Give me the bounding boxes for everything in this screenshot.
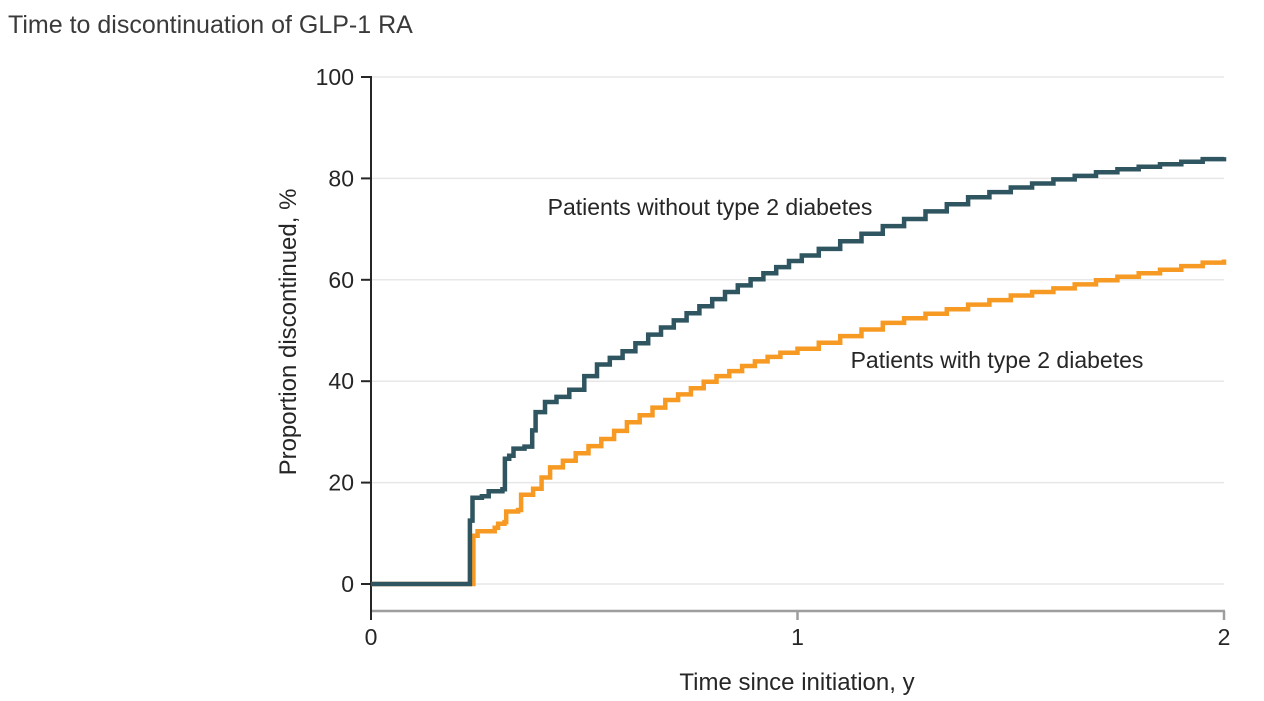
curve-patients-without-type-2-diabetes (371, 156, 1227, 587)
x-axis-title: Time since initiation, y (679, 669, 914, 696)
y-tick-label: 100 (316, 64, 354, 90)
tick-labels: 0 20 40 60 80 100 0 1 2 (316, 64, 1231, 650)
y-tick-label: 20 (328, 470, 354, 496)
y-tick-label: 40 (328, 368, 354, 394)
curves (371, 156, 1227, 587)
y-tick-label: 80 (328, 165, 354, 191)
y-tick-label: 0 (341, 571, 354, 597)
curve-patients-with-type-2-diabetes (371, 259, 1227, 587)
x-axis (371, 609, 1226, 620)
y-tick-label: 60 (328, 267, 354, 293)
gridlines (371, 76, 1224, 585)
x-tick-label: 1 (791, 624, 804, 650)
series-label-with-type-2-diabetes: Patients with type 2 diabetes (851, 347, 1144, 373)
y-axis-title: Proportion discontinued, % (275, 189, 302, 476)
x-tick-label: 2 (1218, 624, 1231, 650)
figure-title: Time to discontinuation of GLP-1 RA (8, 11, 413, 39)
x-tick-label: 0 (365, 624, 378, 650)
y-axis (361, 76, 372, 620)
series-label-without-type-2-diabetes: Patients without type 2 diabetes (548, 194, 873, 220)
